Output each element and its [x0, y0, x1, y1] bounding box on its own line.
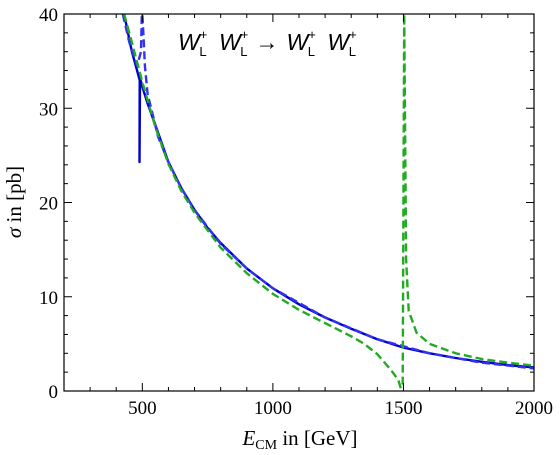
x-axis-label: ECM in [GeV] [241, 426, 357, 453]
x-tick-label: 1000 [254, 398, 292, 419]
annot-out2: W [327, 29, 351, 55]
y-tick-label: 40 [39, 5, 58, 26]
annot-out2-sup: + [349, 27, 357, 42]
annot-out1-sup: + [308, 27, 316, 42]
y-axis-label-rest: in [pb] [2, 166, 26, 228]
y-tick-label: 20 [39, 194, 58, 215]
annot-arrow: → [255, 29, 278, 55]
x-axis-label-main: E [241, 426, 255, 450]
series-line-3 [122, 14, 534, 390]
x-tick-label: 2000 [515, 398, 553, 419]
annot-in1: W [178, 29, 202, 55]
y-axis-label: σ in [pb] [2, 166, 26, 238]
y-tick-label: 0 [49, 382, 59, 403]
x-tick-label: 500 [128, 398, 157, 419]
annot-out2-sub: L [349, 44, 356, 59]
annot-in1-sub: L [199, 44, 206, 59]
annot-in1-sup: + [200, 27, 208, 42]
annot-out1: W [286, 29, 310, 55]
annot-out1-sub: L [308, 44, 315, 59]
x-tick-label: 1500 [384, 398, 422, 419]
annot-in2: W [219, 29, 243, 55]
x-axis-label-rest: in [GeV] [277, 426, 357, 450]
series-line-1 [122, 14, 534, 369]
tick-layer: 500 1000 1500 2000 0 10 20 30 40 [39, 5, 553, 419]
process-annotation: W+ L W+ L → W+ L W+ L [178, 27, 357, 59]
annot-in2-sub: L [240, 44, 247, 59]
x-axis-label-sub: CM [255, 438, 277, 453]
annot-in2-sup: + [241, 27, 249, 42]
plot-frame [63, 13, 535, 392]
y-tick-label: 30 [39, 99, 58, 120]
y-axis-label-main: σ [2, 226, 26, 238]
series-layer [121, 14, 534, 390]
series-line-2 [121, 14, 534, 370]
y-tick-label: 10 [39, 288, 58, 309]
